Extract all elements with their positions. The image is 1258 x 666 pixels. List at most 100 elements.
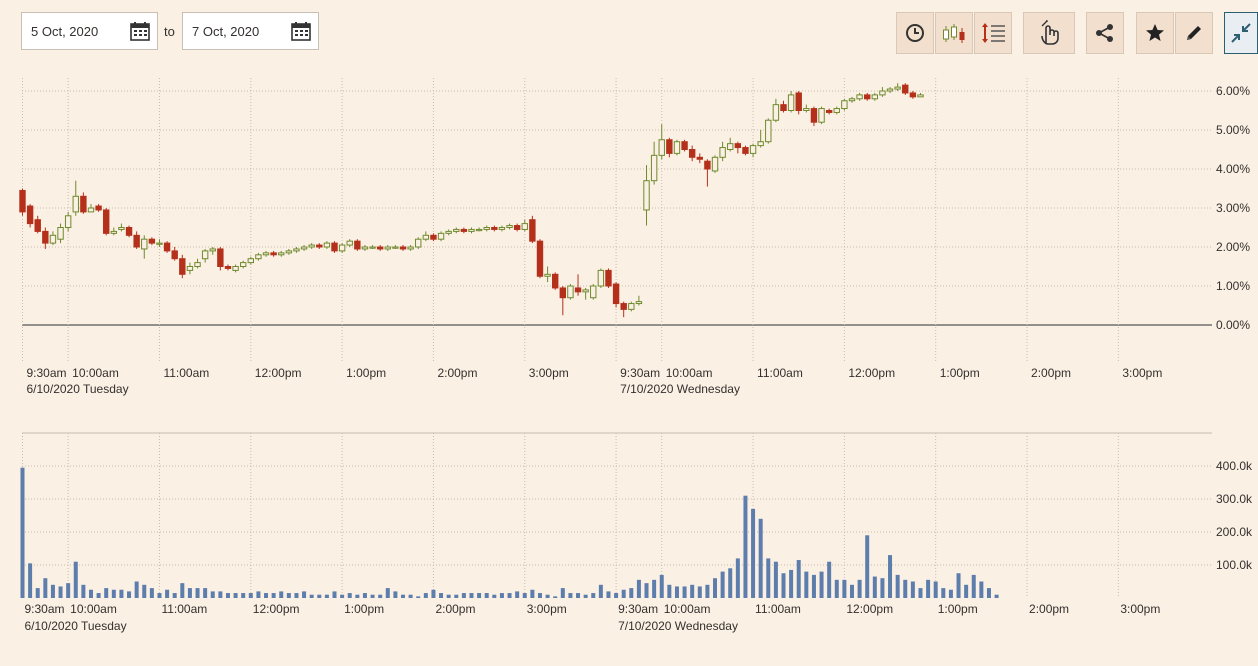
favourite-button[interactable] [1136,12,1174,54]
volume-bar [28,563,33,598]
candle-up [727,143,734,150]
candle-down [376,246,384,250]
candle-up [818,108,825,123]
chart-type-button[interactable] [935,12,973,54]
volume-bar [423,593,428,598]
volume-bar [910,581,915,598]
x-tick-label: 12:00pm [848,366,895,380]
volume-bar [264,593,269,598]
volume-bar [880,578,885,598]
volume-bar [279,591,284,598]
y-tick-label: 0.00% [1216,318,1250,332]
candle-up [285,250,293,254]
candle-down [864,94,871,100]
candle-down [742,147,749,154]
candle-down [179,258,186,275]
candle-up [719,147,726,158]
x-date-label: 6/10/2020 Tuesday [27,382,129,396]
volume-bar [735,558,740,598]
candle-up [757,141,764,147]
candle-down [270,252,277,256]
volume-bar [180,583,185,598]
candle-up [64,215,72,229]
volume-bar [629,588,634,598]
volume-bar [667,584,672,598]
candle-down [681,141,688,150]
candle-down [574,287,582,293]
share-button[interactable] [1086,12,1124,54]
candle-down [536,240,544,277]
draw-button[interactable] [1175,12,1213,54]
volume-bar [302,591,307,598]
y-tick-label: 200.0k [1216,525,1253,539]
candle-down [26,205,34,225]
volume-bar [720,571,725,598]
volume-bar [811,574,816,598]
volume-bar [35,588,40,598]
volume-bar [446,594,451,598]
volume-bar [256,591,261,598]
calendar-icon[interactable] [129,21,151,41]
y-tick-label: 1.00% [1216,279,1250,293]
candle-down [171,250,178,260]
volume-bar [636,579,641,598]
y-tick-label: 3.00% [1216,201,1250,215]
volume-bar [50,584,55,598]
volume-chart[interactable]: 100.0k 200.0k 300.0k 400.0k 9:30am 6/10/2020 … [0,428,1258,664]
candle-down [163,242,171,252]
from-date-field[interactable]: 5 Oct, 2020 [21,12,158,50]
x-tick-label: 12:00pm [255,366,302,380]
to-date-field[interactable]: 7 Oct, 2020 [182,12,319,50]
volume-bar [857,579,862,598]
x-tick-label: 3:00pm [1122,366,1162,380]
candle-up [437,232,445,240]
volume-bar [728,568,733,598]
volume-bar [903,579,908,598]
volume-bar [560,588,565,598]
volume-bar [705,584,710,598]
candle-up [917,94,924,98]
time-interval-button[interactable] [896,12,934,54]
calendar-icon[interactable] [290,21,312,41]
volume-bar [73,561,78,598]
volume-bar [241,593,246,598]
candle-up [590,285,597,299]
volume-bar [583,594,588,598]
x-tick-label: 3:00pm [527,602,567,616]
touch-icon [1041,20,1059,45]
candle-up [521,223,528,230]
indicators-icon [982,23,1005,43]
x-tick-label: 11:00am [757,366,803,380]
volume-bar [751,508,756,598]
candle-down [316,244,323,248]
x-tick-label: 11:00am [755,602,801,616]
volume-bar [119,589,124,598]
volume-bar [385,588,390,598]
x-tick-label: 2:00pm [1031,366,1071,380]
candle-up [475,228,483,232]
price-chart[interactable]: 0.00% 1.00% 2.00% 3.00% 4.00% 5.00% 6.00% 9:30a… [0,0,1258,410]
candle-down [696,156,703,160]
volume-bar [484,593,489,598]
volume-bar [127,591,132,598]
volume-bar [294,593,299,598]
candle-down [460,228,468,232]
candle-up [803,108,810,112]
volume-bar [796,560,801,598]
candle-up [323,242,331,248]
volume-bar [614,593,619,598]
volume-bar [499,593,504,598]
volume-bar [979,581,984,598]
volume-bar [872,576,877,598]
volume-bar [926,579,931,598]
candle-up [506,225,513,229]
indicators-button[interactable] [974,12,1012,54]
candle-up [255,254,262,260]
volume-bar [233,593,238,598]
candle-down [133,234,140,248]
interaction-mode-button[interactable] [1023,12,1075,54]
candle-up [338,244,346,252]
candle-down [909,92,917,98]
volume-bar [43,578,48,598]
volume-bar [507,593,512,598]
